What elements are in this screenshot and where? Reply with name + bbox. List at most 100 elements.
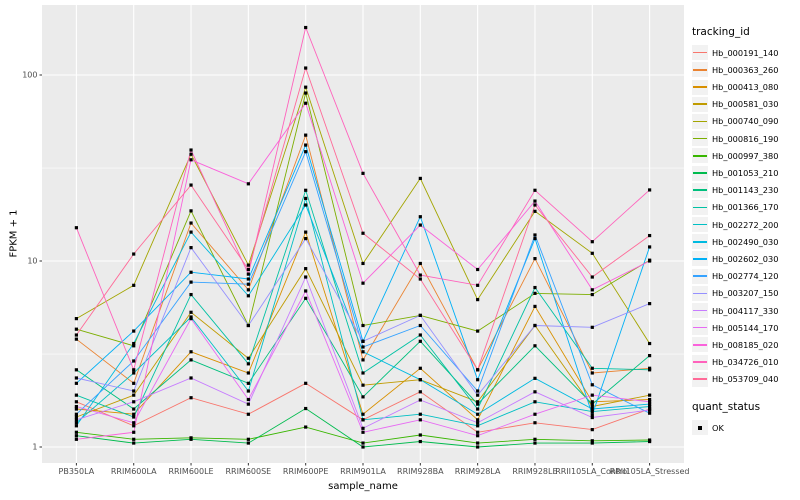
data-point xyxy=(189,350,193,354)
y-tick-label: 100 xyxy=(22,71,37,80)
data-point xyxy=(476,283,480,287)
legend-line-swatch xyxy=(693,292,707,295)
data-point xyxy=(246,437,250,441)
data-point xyxy=(590,383,594,387)
data-point xyxy=(648,188,652,192)
data-point xyxy=(533,291,537,295)
data-point xyxy=(361,430,365,434)
data-point xyxy=(418,313,422,317)
data-point xyxy=(246,263,250,267)
data-point xyxy=(418,273,422,277)
data-point xyxy=(590,415,594,420)
data-point xyxy=(533,390,537,394)
data-point xyxy=(361,371,365,375)
legend-label: Hb_002774_120 xyxy=(712,271,779,282)
data-point xyxy=(418,339,422,343)
data-point xyxy=(590,404,594,409)
data-point xyxy=(361,418,365,422)
data-point xyxy=(132,371,136,375)
data-point xyxy=(418,176,422,181)
data-point xyxy=(533,400,537,404)
legend-key xyxy=(692,251,708,267)
data-point xyxy=(304,267,308,271)
legend-entry: Hb_001143_230 xyxy=(692,182,798,198)
legend-label: Hb_000816_190 xyxy=(712,133,779,144)
data-point xyxy=(74,381,78,385)
legend-key xyxy=(692,217,708,233)
data-point xyxy=(361,350,365,354)
data-point xyxy=(590,428,594,432)
data-point xyxy=(418,418,422,422)
data-point xyxy=(533,344,537,348)
data-point xyxy=(74,226,78,230)
y-tick-label: 1 xyxy=(32,443,37,452)
data-point xyxy=(533,233,537,237)
data-point xyxy=(648,439,652,444)
x-tick-label: RRIM928LE xyxy=(512,467,557,476)
legend-label: Hb_001143_230 xyxy=(712,185,779,196)
data-point xyxy=(418,223,422,227)
data-point xyxy=(533,412,537,416)
data-point xyxy=(132,283,136,287)
data-point xyxy=(361,445,365,449)
data-point xyxy=(304,133,308,137)
legend-key xyxy=(692,303,708,318)
x-tick-label: RRII105LA_Stressed xyxy=(610,467,690,476)
data-point xyxy=(590,413,594,417)
data-point xyxy=(361,358,365,362)
legend-title-quant-status: quant_status xyxy=(692,400,761,413)
legend-entry: Hb_005144_170 xyxy=(692,320,798,336)
data-point xyxy=(189,152,193,156)
data-point xyxy=(304,66,308,70)
legend-label: Hb_000413_080 xyxy=(712,82,779,93)
legend-key xyxy=(692,285,708,301)
data-point xyxy=(590,292,594,297)
x-tick-label: PB350LA xyxy=(59,467,95,476)
data-point xyxy=(361,345,365,349)
data-point xyxy=(246,288,250,292)
data-point xyxy=(418,366,422,370)
data-point xyxy=(361,395,365,399)
legend-key xyxy=(692,131,708,147)
data-point xyxy=(246,371,250,375)
x-axis-title: sample_name xyxy=(328,481,398,492)
data-point xyxy=(648,404,652,409)
legend-entry: Hb_002774_120 xyxy=(692,268,798,284)
data-point xyxy=(361,323,365,328)
legend-line-swatch xyxy=(693,172,707,174)
legend-label: Hb_002602_030 xyxy=(712,253,779,264)
legend-line-swatch xyxy=(693,309,707,312)
data-point xyxy=(189,209,193,213)
data-point xyxy=(246,389,250,393)
data-point xyxy=(476,421,480,425)
data-point xyxy=(246,397,250,402)
data-point xyxy=(132,400,136,404)
data-point xyxy=(418,378,422,382)
data-point xyxy=(476,400,480,404)
data-point xyxy=(74,415,78,419)
data-point xyxy=(246,277,250,281)
x-tick-label: RRIM928BA xyxy=(397,467,444,476)
data-point xyxy=(246,323,250,328)
y-axis-title: FPKM + 1 xyxy=(8,209,20,258)
data-point xyxy=(418,439,422,444)
data-point xyxy=(246,381,250,385)
data-point xyxy=(304,150,308,154)
legend-key xyxy=(692,199,708,215)
legend-line-swatch xyxy=(693,240,707,243)
legend-line-swatch xyxy=(693,155,707,157)
legend-label: Hb_001366_170 xyxy=(712,202,779,213)
data-point xyxy=(74,333,78,337)
data-point xyxy=(189,270,193,274)
data-point xyxy=(648,368,652,372)
legend-key xyxy=(692,182,708,198)
legend-label: Hb_000740_090 xyxy=(712,116,779,127)
legend-line-swatch xyxy=(693,206,707,209)
legend-line-swatch xyxy=(693,378,707,381)
data-point xyxy=(304,203,308,207)
legend-line-swatch xyxy=(693,86,707,88)
data-point xyxy=(74,430,78,434)
data-point xyxy=(246,356,250,360)
legend-line-swatch xyxy=(693,223,707,226)
data-point xyxy=(533,421,537,425)
